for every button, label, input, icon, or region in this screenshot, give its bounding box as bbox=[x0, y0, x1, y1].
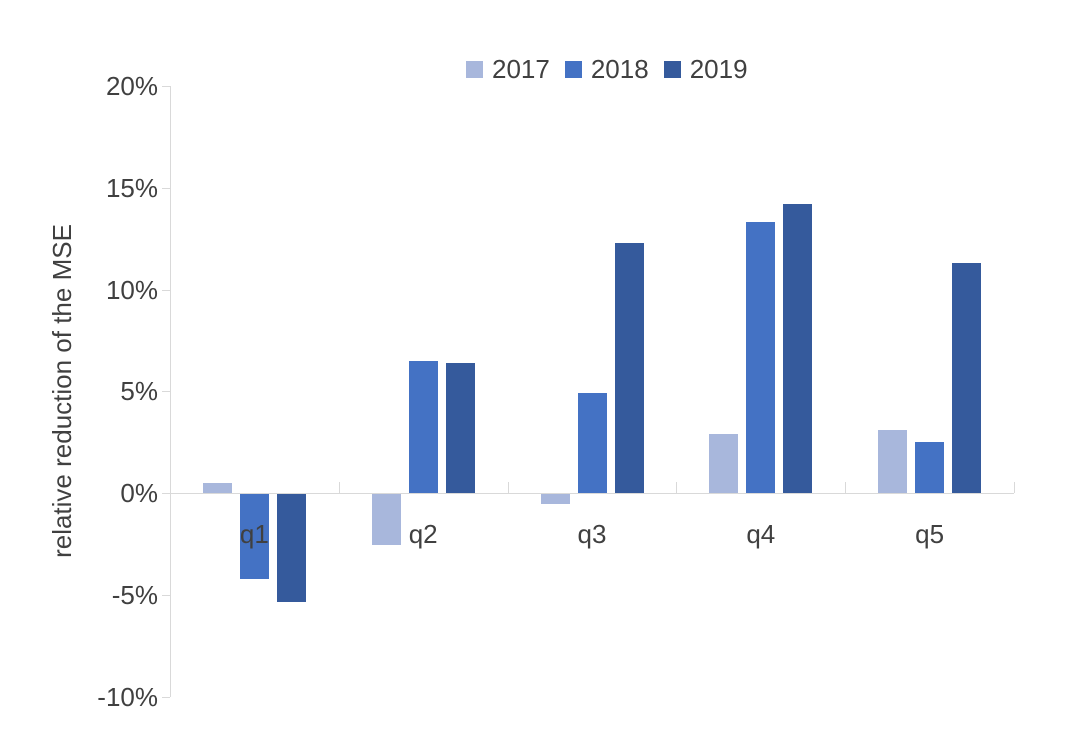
bar-2019-q5 bbox=[952, 263, 982, 493]
y-axis-tick bbox=[162, 493, 170, 494]
y-axis-tick bbox=[162, 696, 170, 698]
bar-2018-q3 bbox=[577, 393, 607, 493]
y-axis-tick bbox=[162, 187, 170, 189]
y-tick-label: -10% bbox=[97, 681, 158, 712]
y-tick-label: 15% bbox=[105, 172, 158, 203]
y-tick-label: 20% bbox=[105, 71, 158, 101]
x-axis-tick bbox=[1014, 482, 1015, 493]
category-label-q5: q5 bbox=[915, 519, 945, 549]
bar-2017-q4 bbox=[709, 433, 739, 493]
bar-2017-q5 bbox=[878, 429, 908, 493]
y-axis-line bbox=[170, 86, 171, 697]
legend-swatch-icon bbox=[564, 60, 582, 78]
y-tick-label: 5% bbox=[120, 376, 158, 407]
bar-2018-q1 bbox=[239, 494, 269, 580]
y-axis-tick bbox=[162, 391, 170, 393]
legend-swatch-icon bbox=[466, 60, 483, 78]
legend-item-2017: 2017 bbox=[466, 56, 550, 82]
x-axis-tick bbox=[338, 482, 340, 493]
x-axis-tick bbox=[507, 482, 509, 493]
x-axis-tick bbox=[676, 482, 678, 493]
bar-2018-q2 bbox=[408, 360, 438, 493]
category-label-q4: q4 bbox=[746, 519, 776, 549]
category-label-q2: q2 bbox=[408, 519, 438, 549]
category-label-q1: q1 bbox=[239, 519, 269, 549]
legend-item-2018: 2018 bbox=[564, 54, 649, 84]
y-tick-label: 0% bbox=[120, 478, 158, 508]
bar-2018-q4 bbox=[746, 222, 776, 493]
chart-legend: 2017 2018 2019 bbox=[466, 56, 748, 82]
legend-label: 2018 bbox=[590, 54, 649, 84]
bar-2018-q5 bbox=[915, 442, 945, 493]
bar-2017-q3 bbox=[540, 494, 570, 505]
legend-swatch-icon bbox=[663, 60, 681, 78]
y-axis-tick bbox=[162, 289, 170, 291]
legend-label: 2019 bbox=[689, 54, 748, 84]
legend-item-2019: 2019 bbox=[663, 54, 748, 84]
bar-2019-q4 bbox=[783, 204, 813, 493]
y-axis-tick bbox=[162, 86, 170, 87]
y-axis-tick bbox=[162, 594, 170, 596]
bar-2019-q1 bbox=[276, 494, 306, 602]
bar-2017-q1 bbox=[202, 482, 232, 493]
bar-2017-q2 bbox=[371, 494, 401, 545]
category-label-q3: q3 bbox=[577, 519, 607, 549]
y-tick-label: -5% bbox=[111, 579, 158, 610]
bar-2019-q3 bbox=[614, 242, 644, 493]
x-axis-tick bbox=[845, 482, 847, 493]
legend-label: 2017 bbox=[492, 54, 550, 84]
bar-2019-q2 bbox=[445, 362, 475, 493]
x-axis-line bbox=[170, 493, 1014, 494]
y-tick-label: 10% bbox=[105, 274, 158, 305]
